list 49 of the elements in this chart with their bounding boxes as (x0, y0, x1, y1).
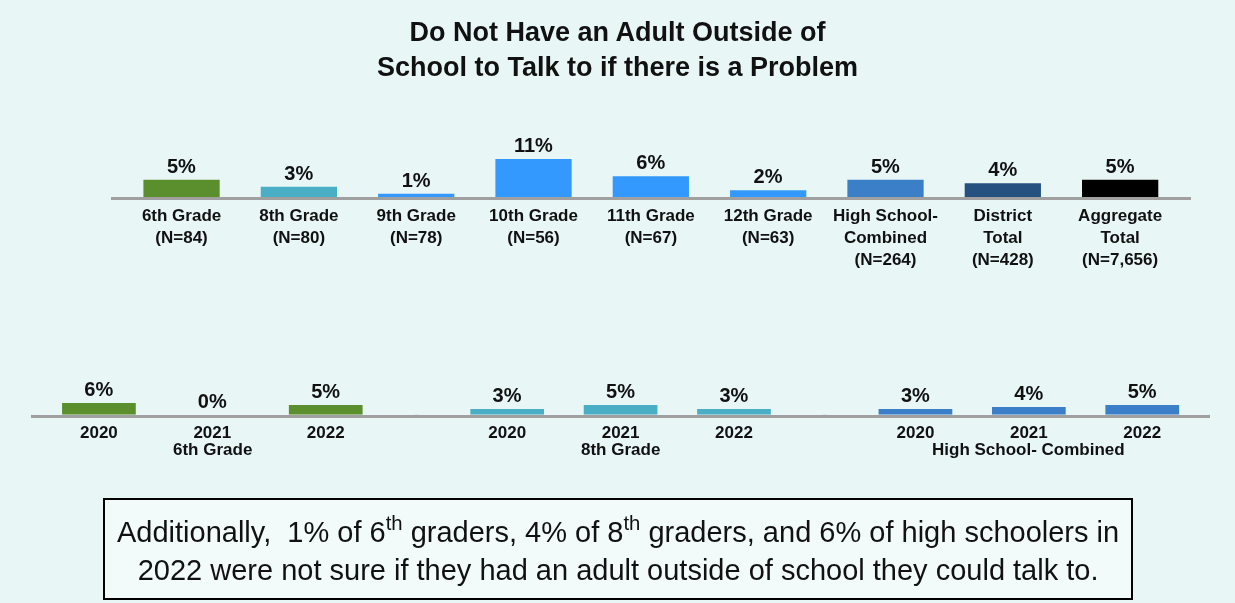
bar (1082, 179, 1159, 198)
text: 8th Grade (581, 440, 661, 459)
data-label: 4% (1014, 382, 1044, 405)
data-label: 3% (719, 383, 749, 406)
data-label: 1% (401, 168, 431, 191)
x-tick-label: 2022 (1123, 423, 1162, 443)
x-tick-label: 2020 (488, 423, 527, 443)
bar (847, 179, 924, 198)
x-tick-label: 2021 (193, 423, 232, 443)
x-tick-label: 2022 (715, 423, 753, 443)
data-label: 3% (900, 383, 931, 406)
data-label: 2% (753, 165, 783, 188)
x-tick-label: District Total (N=428) (971, 205, 1034, 269)
x-tick-label: 2020 (896, 423, 935, 443)
x-tick-label: 2022 (306, 423, 345, 443)
data-label: 3% (284, 161, 314, 184)
x-tick-label: Aggregate Total (N=7,656) (1078, 205, 1163, 269)
data-label: 11% (513, 133, 554, 156)
bar (495, 158, 572, 198)
data-label: 5% (870, 154, 901, 177)
bar (143, 179, 220, 198)
x-tick-label: 6th Grade (N=84) (141, 205, 222, 247)
text: 6th Grade (173, 440, 253, 459)
x-tick-label: 12th Grade (N=63) (723, 205, 813, 247)
x-tick-label: 11th Grade (N=67) (606, 205, 695, 247)
x-tick-label: 2020 (80, 423, 118, 443)
x-tick-label: 9th Grade (N=78) (376, 205, 456, 247)
data-label: 6% (84, 378, 114, 401)
data-label: 4% (988, 158, 1018, 181)
data-label: 5% (1105, 154, 1135, 177)
data-label: 5% (311, 380, 341, 403)
bar (730, 190, 807, 198)
data-label: 0% (197, 389, 227, 412)
bar (612, 176, 689, 198)
bar (260, 186, 337, 198)
x-tick-label: 10th Grade (N=56) (489, 205, 578, 247)
x-tick-label: 2021 (601, 423, 640, 443)
text: High School- Combined (932, 440, 1125, 459)
x-tick-label: High School- Combined (N=264) (833, 205, 938, 269)
x-tick-label: 8th Grade (N=80) (259, 205, 339, 247)
data-label: 3% (492, 383, 522, 406)
data-label: 5% (606, 380, 636, 403)
data-label: 5% (166, 154, 197, 177)
chart-title: Do Not Have an Adult Outside of School to Talk to if there is a Problem (377, 17, 859, 83)
bar (964, 183, 1041, 198)
data-label: 5% (1127, 380, 1157, 403)
data-label: 6% (636, 151, 666, 174)
x-tick-label: 2021 (1009, 423, 1048, 443)
text: Additionally, 1% of 6$^{th}$ graders, 4% of 8$^{th}$ graders, and 6% of high schoolers in 2022 were not sure if they had an adult outside of school they could talk to. (117, 512, 1120, 586)
